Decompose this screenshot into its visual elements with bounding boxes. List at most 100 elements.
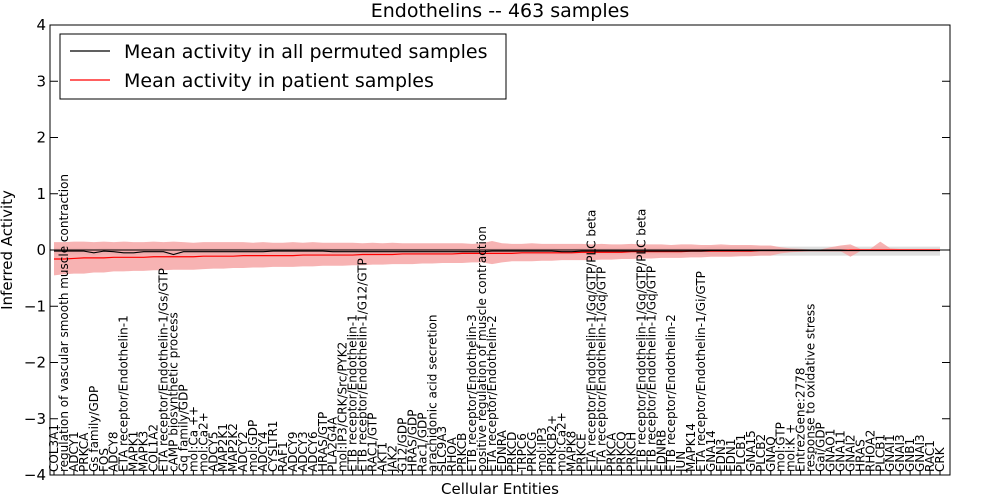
y-tick-label: 1 bbox=[36, 185, 46, 203]
entity-label: ETA receptor/Endothelin-1/Gq/GTP/PLC bet… bbox=[585, 210, 599, 472]
entity-label: EDNRA bbox=[495, 429, 509, 472]
entity-label: PRKCH bbox=[624, 432, 638, 472]
entity-label: ETB receptor/Endothelin-1 bbox=[346, 314, 360, 472]
entity-label: G12/GDP bbox=[395, 418, 409, 472]
entity-label: FOS bbox=[97, 448, 111, 472]
entity-label: positive regulation of muscle contractio… bbox=[475, 226, 489, 472]
entity-label: MAPK1 bbox=[127, 431, 141, 472]
entity-label: ADCY5 bbox=[206, 431, 220, 472]
line-layer bbox=[50, 249, 950, 260]
legend-box bbox=[59, 33, 507, 100]
entity-label: mol:GTP bbox=[774, 422, 788, 472]
entity-label: RAF1 bbox=[276, 441, 290, 472]
entity-label: ADCY1 bbox=[67, 431, 81, 472]
y-tick-label: 4 bbox=[36, 16, 46, 34]
entity-label: ETA receptor/Endothelin-2 bbox=[485, 315, 499, 472]
entity-label: GNAI3 bbox=[893, 434, 907, 472]
entity-label: Gai/GDP bbox=[814, 422, 828, 472]
entity-label: cAMP biosynthetic process bbox=[166, 312, 180, 472]
plot-frame bbox=[49, 24, 951, 476]
entity-label: ETB receptor/Endothelin-3 bbox=[465, 314, 479, 472]
entity-label: GNA15 bbox=[744, 430, 758, 472]
entity-label: GNAI2 bbox=[843, 434, 857, 472]
entity-label: GNAI1 bbox=[883, 434, 897, 472]
entity-label: CRK bbox=[933, 446, 947, 472]
entity-label: HRAS/GDP bbox=[405, 409, 419, 472]
permuted-mean-line bbox=[54, 250, 940, 256]
entity-label: AKT1 bbox=[376, 442, 390, 472]
legend-label-permuted: Mean activity in all permuted samples bbox=[124, 41, 487, 63]
entity-label: mol:Ca2+ bbox=[196, 412, 210, 472]
entity-label: PRKCG bbox=[525, 432, 539, 472]
entity-label: EntrezGene:2778 bbox=[794, 368, 808, 473]
entity-label: PRKCQ bbox=[614, 431, 628, 472]
entity-label: RAC1 bbox=[923, 440, 937, 472]
entity-label: Gs family/GDP bbox=[87, 386, 101, 472]
entity-label: PRKCE bbox=[575, 433, 589, 472]
tick-layer: 4 3 2 1 0 −1 −2 −3 −4 bbox=[24, 16, 950, 484]
entity-label: COL1A2 bbox=[147, 424, 161, 472]
entity-label: Rac1/GDP bbox=[415, 413, 429, 472]
y-tick-label: −4 bbox=[24, 466, 46, 484]
entity-label: ETB receptor/Endothelin-1/Gq/GTP/PLC bet… bbox=[634, 209, 648, 472]
entity-label: EDNRB bbox=[654, 430, 668, 472]
y-axis-label: Inferred Activity bbox=[0, 190, 16, 310]
entity-label: PRKCA bbox=[604, 432, 618, 472]
entity-label: RAC1/GTP bbox=[366, 413, 380, 472]
entity-label: mol:K + bbox=[784, 424, 798, 472]
entity-label: GNB1 bbox=[903, 438, 917, 472]
entity-label: PRKCB2+ bbox=[545, 415, 559, 472]
entity-label: ETA receptor/Endothelin-1/Gs/GTP bbox=[157, 268, 171, 472]
entity-label: mol:GDP bbox=[246, 420, 260, 472]
entity-label: MAPK14 bbox=[684, 423, 698, 472]
entity-label: GNA11 bbox=[833, 430, 847, 472]
chart-title: Endothelins -- 463 samples bbox=[371, 0, 630, 22]
legend: Mean activity in all permuted samples Me… bbox=[59, 33, 507, 100]
entity-label: ETA receptor/Endothelin-1/Gi/GTP bbox=[694, 271, 708, 472]
entity-label: ETA receptor/Endothelin-1 bbox=[117, 315, 131, 472]
entity-label: GNAQ bbox=[764, 436, 778, 472]
entity-label: ADCY8 bbox=[107, 431, 121, 472]
y-tick-label: 3 bbox=[36, 72, 46, 90]
entity-label: CYSLTR1 bbox=[266, 421, 280, 472]
entity-label: RHOA bbox=[445, 436, 459, 472]
y-tick-label: −3 bbox=[24, 410, 46, 428]
entity-label: mol:IP3 bbox=[535, 427, 549, 472]
entity-label: MAP2K2 bbox=[226, 423, 240, 472]
entity-label: mol:Ca2+ bbox=[555, 412, 569, 472]
entity-label: PLCB2 bbox=[754, 434, 768, 472]
y-tick-label: 2 bbox=[36, 129, 46, 147]
entity-label: regulation of vascular smooth muscle con… bbox=[57, 174, 71, 472]
entity-label: ETB receptor/Endothelin-1/Gq/GTP bbox=[644, 266, 658, 472]
entity-label: GNA14 bbox=[704, 430, 718, 472]
entity-label: PLA2G4A bbox=[326, 416, 340, 472]
legend-label-patient: Mean activity in patient samples bbox=[124, 70, 434, 92]
entity-label: response to oxidative stress bbox=[804, 304, 818, 472]
entity-label: Gq family/GDP bbox=[176, 384, 190, 472]
entity-label: TRPC6 bbox=[515, 433, 529, 473]
entity-label: PLCB1 bbox=[734, 434, 748, 472]
entity-label: mol:Ca ++ bbox=[186, 406, 200, 472]
entity-label: PRKCD bbox=[505, 432, 519, 472]
entity-label: MAP2K1 bbox=[216, 423, 230, 472]
entity-label: PRKCA bbox=[77, 432, 91, 472]
x-axis-label: Cellular Entities bbox=[441, 480, 559, 498]
entity-label: SLC9A3 bbox=[435, 426, 449, 472]
entity-label: ETB receptor/Endothelin-2 bbox=[664, 314, 678, 472]
y-tick-label: −2 bbox=[24, 354, 46, 372]
entity-label: ADCY9 bbox=[286, 431, 300, 472]
entity-label: GNAO1 bbox=[823, 429, 837, 472]
patient-band bbox=[54, 241, 940, 276]
y-tick-label: 0 bbox=[36, 241, 46, 259]
entity-label: EDN1 bbox=[724, 439, 738, 472]
entity-label: JAK2 bbox=[385, 445, 399, 473]
entity-label: GNAI3 bbox=[913, 434, 927, 472]
y-tick-label: −1 bbox=[24, 297, 46, 315]
entity-label: arachidonic acid secretion bbox=[425, 315, 439, 472]
band-layer bbox=[54, 241, 940, 276]
entity-label: mol:IP3/CRK/Src/PYK2 bbox=[336, 342, 350, 472]
entity-label: ADCY3 bbox=[296, 431, 310, 472]
entity-label: HRAS bbox=[853, 439, 867, 472]
